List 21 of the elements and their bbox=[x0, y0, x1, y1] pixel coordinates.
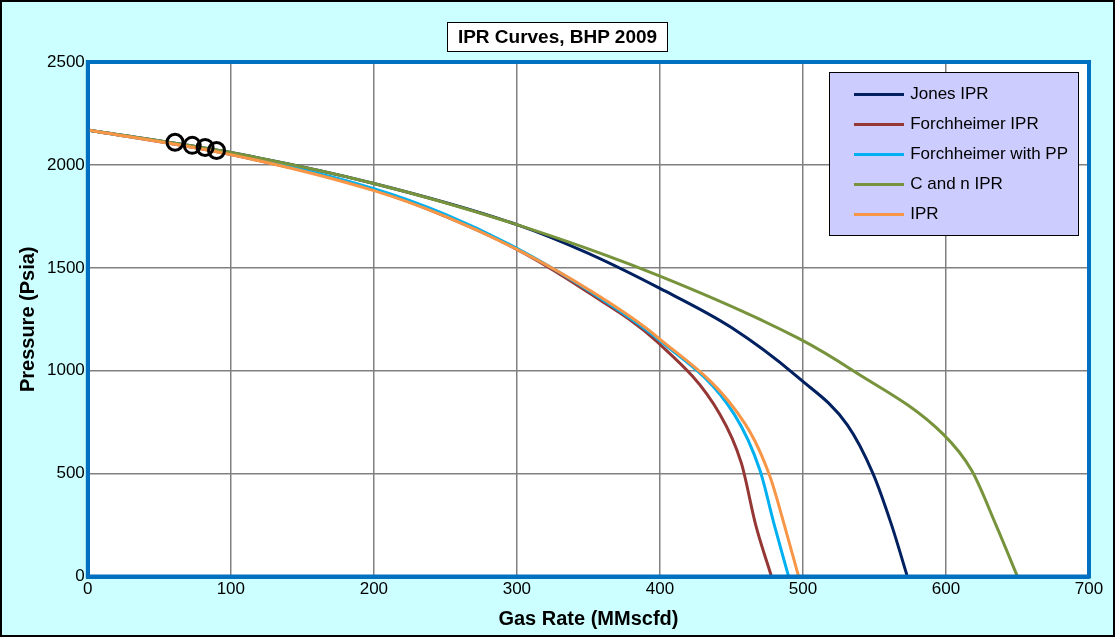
y-axis-title: Pressure (Psia) bbox=[15, 246, 38, 393]
y-tick-label: 1500 bbox=[46, 257, 85, 277]
legend-label: IPR bbox=[910, 204, 939, 224]
y-tick-label: 1000 bbox=[46, 360, 85, 380]
y-tick-label: 2500 bbox=[46, 51, 85, 71]
x-axis-title: Gas Rate (MMscfd) bbox=[498, 606, 679, 629]
legend-label: Forchheimer with PP bbox=[910, 144, 1068, 164]
legend-label: C and n IPR bbox=[910, 174, 1003, 194]
x-tick-label: 300 bbox=[502, 579, 532, 599]
legend-label: Jones IPR bbox=[910, 84, 989, 104]
chart-title: IPR Curves, BHP 2009 bbox=[446, 22, 669, 52]
x-tick-label: 700 bbox=[1074, 579, 1104, 599]
x-tick-label: 600 bbox=[931, 579, 961, 599]
y-tick-label: 500 bbox=[56, 463, 85, 483]
y-tick-label: 2000 bbox=[46, 154, 85, 174]
x-tick-label: 500 bbox=[788, 579, 818, 599]
x-tick-label: 400 bbox=[645, 579, 675, 599]
x-tick-label: 200 bbox=[359, 579, 389, 599]
legend-label: Forchheimer IPR bbox=[910, 114, 1039, 134]
y-tick-label: 0 bbox=[75, 566, 85, 586]
x-tick-label: 100 bbox=[216, 579, 246, 599]
